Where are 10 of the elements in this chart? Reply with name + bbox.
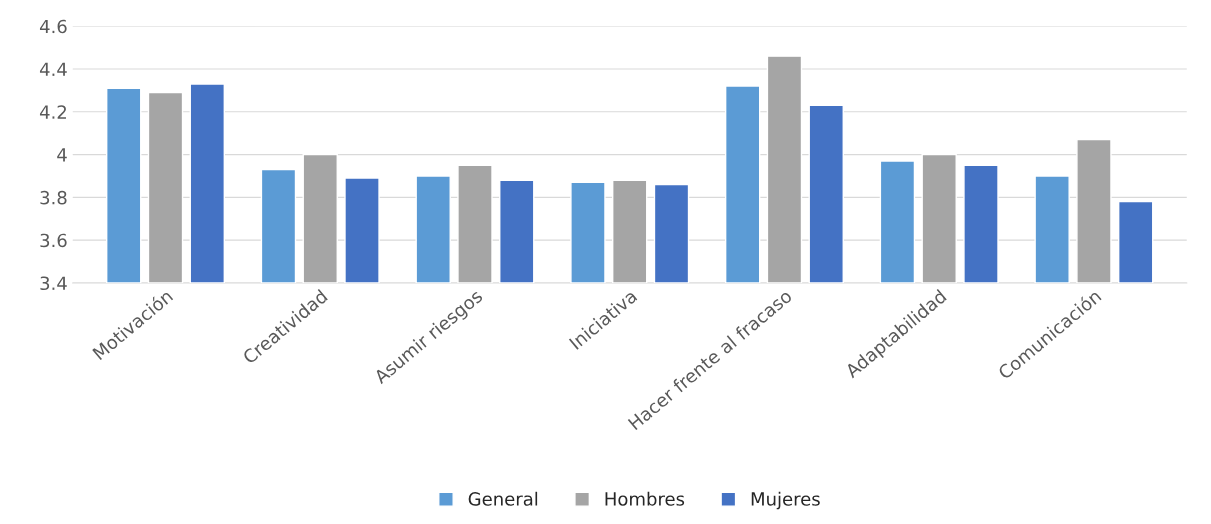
y-tick-label: 3.6 [40, 233, 67, 248]
legend-label: Mujeres [751, 491, 820, 510]
legend-label: General [468, 491, 538, 506]
y-tick-label: 4 [57, 148, 67, 162]
y-tick-label: 3.4 [40, 276, 67, 291]
y-tick-label: 3.8 [40, 190, 67, 205]
y-tick-label: 4.2 [39, 105, 66, 119]
legend-label: Hombres [605, 491, 685, 506]
y-tick-label: 4.6 [39, 19, 67, 34]
y-tick-label: 4.4 [39, 62, 67, 76]
